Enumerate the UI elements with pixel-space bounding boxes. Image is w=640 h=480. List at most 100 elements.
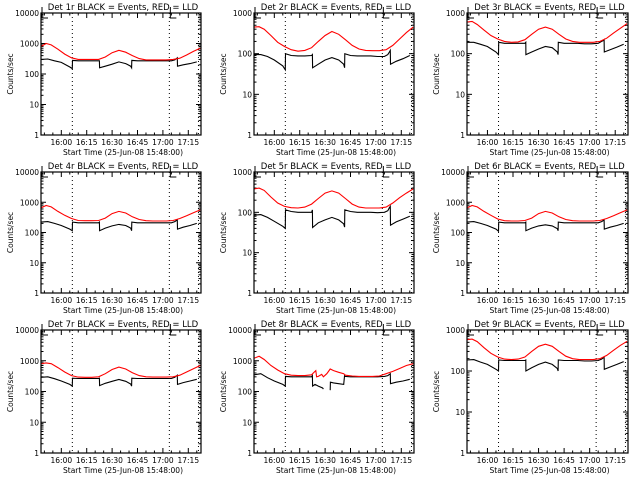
x-axis-label: Start Time (25-Jun-08 15:48:00) <box>490 148 610 157</box>
x-axis-label: Start Time (25-Jun-08 15:48:00) <box>490 306 610 315</box>
x-tick-label: 16:45 <box>553 296 575 305</box>
x-tick-label: 17:15 <box>390 456 412 465</box>
plot-frame <box>40 329 202 454</box>
y-tick-label: 1 <box>247 289 252 298</box>
plot-panel: Det 9r BLACK = Events, RED = LLD 1 10 100 10… <box>432 320 629 475</box>
y-tick-label: 1 <box>247 449 252 458</box>
y-axis-label: Counts/sec <box>219 53 228 94</box>
y-tick-label: 10000 <box>15 168 39 177</box>
x-tick-label: 16:30 <box>528 296 550 305</box>
x-tick-label: 16:15 <box>289 456 311 465</box>
plot-panel: Det 7r BLACK = Events, RED = LLD 1 10 100 10… <box>6 320 202 475</box>
x-axis-label: Start Time (25-Jun-08 15:48:00) <box>63 148 183 157</box>
y-tick-label: 10 <box>455 90 465 99</box>
plot-title: Det 7r BLACK = Events, RED = LLD <box>48 320 199 330</box>
plot-panel: Det 1r BLACK = Events, RED = LLD 1 10 100 10… <box>6 3 202 157</box>
x-tick-label: 17:15 <box>604 456 626 465</box>
y-axis-label: Counts/sec <box>432 212 441 253</box>
y-axis-label: Counts/sec <box>219 371 228 412</box>
plot-panel: Det 3r BLACK = Events, RED = LLD 1 10 100 10… <box>432 3 629 157</box>
x-tick-label: 16:45 <box>553 138 575 147</box>
x-tick-label: 16:45 <box>553 456 575 465</box>
x-tick-label: 16:30 <box>101 138 123 147</box>
y-tick-label: 10000 <box>15 326 39 335</box>
y-tick-label: 1 <box>34 131 39 140</box>
plot-panel: Det 8r BLACK = Events, RED = LLD 1 10 100 10… <box>219 320 415 475</box>
x-tick-label: 16:45 <box>127 296 149 305</box>
series-events-line <box>466 218 624 233</box>
y-tick-label: 1 <box>460 289 465 298</box>
x-tick-label: 17:00 <box>152 456 174 465</box>
y-tick-label: 1000 <box>233 168 252 177</box>
x-tick-label: 16:15 <box>502 138 524 147</box>
plot-frame <box>466 329 629 454</box>
x-tick-label: 16:30 <box>528 138 550 147</box>
interval-marker <box>41 166 48 178</box>
y-tick-label: 10 <box>455 259 465 268</box>
y-tick-label: 1000 <box>446 326 465 335</box>
y-tick-label: 1000 <box>233 9 252 18</box>
x-tick-label: 16:15 <box>76 138 98 147</box>
x-tick-label: 16:15 <box>76 296 98 305</box>
interval-marker <box>254 324 261 336</box>
x-axis-label: Start Time (25-Jun-08 15:48:00) <box>63 306 183 315</box>
plot-title: Det 4r BLACK = Events, RED = LLD <box>48 162 199 172</box>
x-tick-label: 17:00 <box>152 296 174 305</box>
plot-title: Det 5r BLACK = Events, RED = LLD <box>261 162 412 172</box>
x-tick-label: 17:00 <box>579 296 601 305</box>
interval-marker <box>254 166 261 178</box>
x-tick-label: 17:00 <box>365 138 387 147</box>
series-lld-line <box>253 26 414 52</box>
series-lld-line <box>466 204 628 222</box>
x-tick-label: 17:15 <box>177 296 199 305</box>
x-tick-label: 16:00 <box>264 456 286 465</box>
plot-title: Det 8r BLACK = Events, RED = LLD <box>261 320 412 330</box>
interval-marker <box>41 324 48 336</box>
y-axis-label: Counts/sec <box>6 53 15 94</box>
plot-frame <box>253 12 415 136</box>
y-tick-label: 100 <box>451 229 466 238</box>
x-tick-label: 16:45 <box>127 138 149 147</box>
y-tick-label: 100 <box>25 388 40 397</box>
x-tick-label: 16:00 <box>477 138 499 147</box>
interval-marker <box>467 7 474 19</box>
series-lld-line <box>40 42 201 61</box>
x-axis-label: Start Time (25-Jun-08 15:48:00) <box>490 466 610 475</box>
x-tick-label: 17:00 <box>365 456 387 465</box>
x-tick-label: 16:45 <box>340 296 362 305</box>
plot-panel: Det 4r BLACK = Events, RED = LLD 1 10 100 10… <box>6 162 202 315</box>
y-axis-label: Counts/sec <box>432 371 441 412</box>
interval-marker <box>596 7 604 19</box>
y-tick-label: 100 <box>25 229 40 238</box>
y-tick-label: 1000 <box>446 198 465 207</box>
x-tick-label: 16:00 <box>51 296 73 305</box>
interval-marker <box>382 324 390 336</box>
y-tick-label: 100 <box>238 388 253 397</box>
interval-marker <box>254 7 261 19</box>
y-tick-label: 10000 <box>441 168 465 177</box>
x-tick-label: 16:15 <box>502 456 524 465</box>
series-lld-line <box>253 355 414 378</box>
x-tick-label: 17:00 <box>579 138 601 147</box>
x-tick-label: 16:30 <box>528 456 550 465</box>
x-tick-label: 16:30 <box>101 456 123 465</box>
x-tick-label: 16:00 <box>264 296 286 305</box>
interval-marker <box>596 324 604 336</box>
y-tick-label: 10 <box>29 418 39 427</box>
x-tick-label: 17:00 <box>365 296 387 305</box>
y-tick-label: 1 <box>247 131 252 140</box>
plot-panel: Det 2r BLACK = Events, RED = LLD 1 10 100 10… <box>219 3 415 157</box>
series-events-line <box>253 204 411 230</box>
interval-marker <box>382 166 390 178</box>
plot-title: Det 6r BLACK = Events, RED = LLD <box>474 162 625 172</box>
x-tick-label: 16:30 <box>314 138 336 147</box>
x-tick-label: 16:45 <box>340 456 362 465</box>
y-tick-label: 1 <box>34 289 39 298</box>
y-axis-label: Counts/sec <box>219 212 228 253</box>
series-events-line <box>254 48 411 72</box>
y-axis-label: Counts/sec <box>6 371 15 412</box>
x-tick-label: 17:15 <box>177 138 199 147</box>
x-tick-label: 17:00 <box>152 138 174 147</box>
x-axis-label: Start Time (25-Jun-08 15:48:00) <box>63 466 183 475</box>
y-axis-label: Counts/sec <box>432 53 441 94</box>
